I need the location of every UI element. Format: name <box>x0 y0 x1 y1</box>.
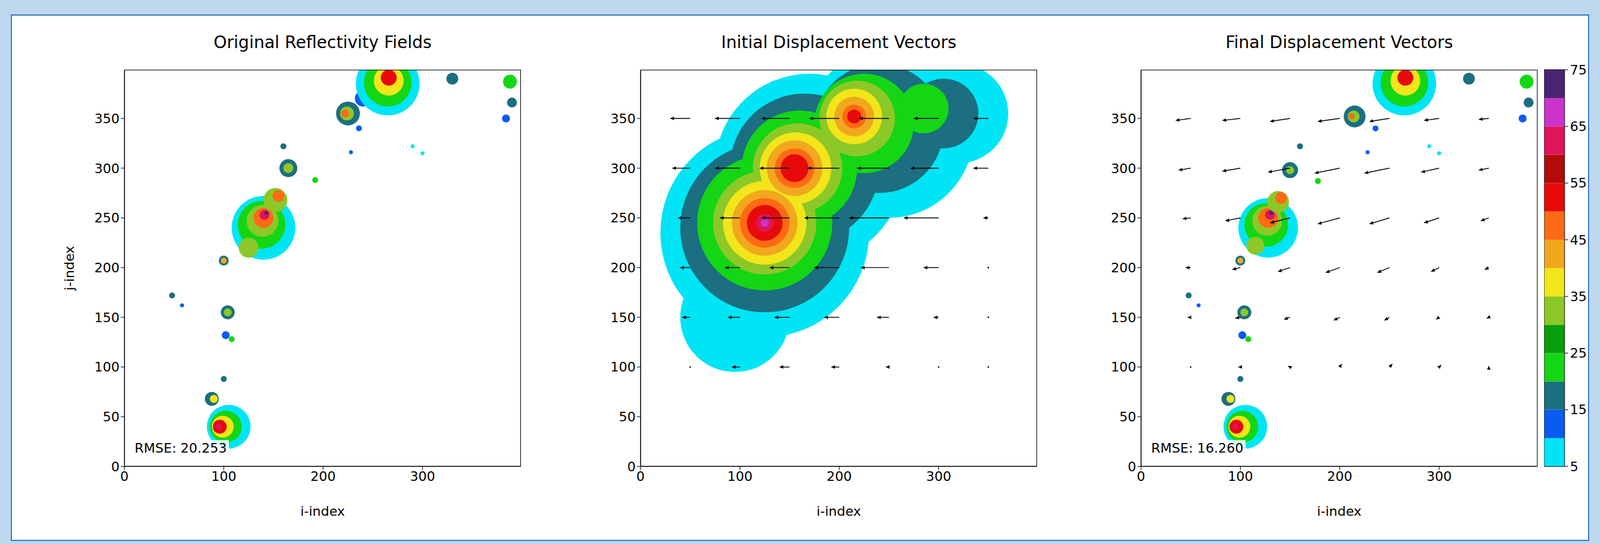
html-text:RMSE: 20.253: RMSE: 20.253 <box>134 440 227 456</box>
svg-text:250: 250 <box>1110 210 1137 226</box>
svg-text:j-index: j-index <box>61 245 77 291</box>
svg-text:250: 250 <box>610 210 636 226</box>
svg-text:300: 300 <box>409 468 435 484</box>
svg-text:350: 350 <box>610 111 636 127</box>
svg-text:150: 150 <box>94 310 120 326</box>
svg-text:35: 35 <box>1569 288 1587 305</box>
svg-text:300: 300 <box>925 468 952 484</box>
svg-text:350: 350 <box>1110 111 1137 127</box>
svg-text:0: 0 <box>120 468 129 484</box>
svg-text:200: 200 <box>826 468 852 484</box>
svg-text:100: 100 <box>1227 468 1253 484</box>
svg-text:100: 100 <box>1110 359 1137 375</box>
svg-text:300: 300 <box>94 161 120 177</box>
svg-text:200: 200 <box>610 260 636 276</box>
svg-text:250: 250 <box>94 210 120 226</box>
svg-text:100: 100 <box>210 468 237 484</box>
svg-text:0: 0 <box>627 459 636 475</box>
svg-text:200: 200 <box>94 260 120 276</box>
html-text:Original Reflectivity Fields: Original Reflectivity Fields <box>213 32 432 53</box>
svg-text:i-index: i-index <box>300 503 345 519</box>
svg-text:50: 50 <box>1119 409 1137 425</box>
svg-text:50: 50 <box>618 409 636 425</box>
svg-text:200: 200 <box>1110 260 1137 276</box>
svg-text:300: 300 <box>1426 468 1452 484</box>
svg-text:200: 200 <box>310 468 336 484</box>
svg-text:100: 100 <box>94 359 120 375</box>
svg-text:300: 300 <box>610 161 636 177</box>
svg-text:65: 65 <box>1569 118 1587 134</box>
svg-text:0: 0 <box>1127 459 1137 475</box>
svg-text:15: 15 <box>1569 401 1587 417</box>
svg-text:150: 150 <box>610 310 636 326</box>
html-text:Initial Displacement Vectors: Initial Displacement Vectors <box>721 32 957 53</box>
svg-text:100: 100 <box>610 359 636 375</box>
svg-text:i-index: i-index <box>1317 503 1362 519</box>
svg-text:i-index: i-index <box>816 503 861 519</box>
svg-text:25: 25 <box>1569 345 1587 361</box>
html-text:RMSE: 16.260: RMSE: 16.260 <box>1151 440 1244 456</box>
svg-text:55: 55 <box>1569 175 1587 191</box>
svg-text:300: 300 <box>1110 161 1137 177</box>
svg-text:75: 75 <box>1569 62 1587 78</box>
svg-text:0: 0 <box>111 459 120 475</box>
svg-text:350: 350 <box>94 111 120 127</box>
svg-text:50: 50 <box>102 409 120 425</box>
svg-text:5: 5 <box>1569 459 1579 475</box>
svg-text:0: 0 <box>636 468 645 484</box>
svg-text:150: 150 <box>1110 310 1137 326</box>
svg-text:45: 45 <box>1569 232 1587 248</box>
svg-text:100: 100 <box>726 468 753 484</box>
svg-text:200: 200 <box>1327 468 1353 484</box>
html-text:Final Displacement Vectors: Final Displacement Vectors <box>1225 32 1453 53</box>
svg-text:0: 0 <box>1136 468 1146 484</box>
